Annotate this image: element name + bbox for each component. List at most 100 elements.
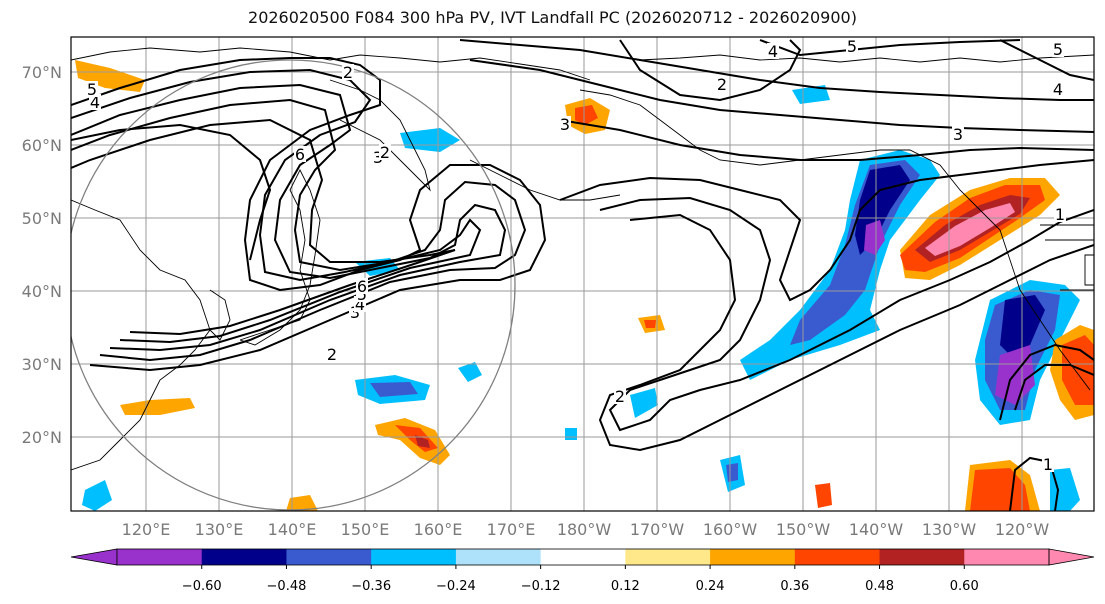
- contour-label-bg: [379, 144, 391, 160]
- contour-label: 1: [1055, 205, 1065, 224]
- contour-label-bg: [767, 43, 779, 59]
- contour-label: 2: [717, 75, 727, 94]
- coast-canada-borders: [1040, 224, 1094, 291]
- contour-label-bg: [716, 76, 728, 92]
- colorbar-extend-left: [70, 548, 118, 566]
- contour-label: 3: [350, 303, 360, 322]
- contour-label-bg: [294, 146, 306, 162]
- contour-north-1: [459, 39, 1094, 101]
- lat-label: 60°N: [22, 136, 62, 155]
- negative-anomaly-peak: [864, 220, 885, 255]
- map-title: 2026020500 F084 300 hPa PV, IVT Landfall…: [248, 8, 857, 27]
- landfall-radius-circle: [71, 59, 516, 511]
- colorbar-tick-label: 0.12: [611, 579, 640, 594]
- blob-south-negative-2-core: [726, 463, 738, 482]
- contour-label: 2: [327, 345, 337, 364]
- contour-label: 5: [357, 285, 367, 304]
- contour-west-loop: [71, 123, 272, 261]
- contour-label: 4: [90, 93, 100, 112]
- coast-alaska: [579, 89, 1091, 391]
- colorbar-frame: [116, 548, 1050, 566]
- colorbar-tick-label: 0.36: [780, 579, 809, 594]
- contour-label: 1: [1043, 455, 1053, 474]
- blob-siberia-positive: [75, 60, 145, 92]
- lon-label: 160°E: [414, 520, 463, 539]
- contour-sw-low: [999, 343, 1094, 421]
- colorbar-tick-label: −0.36: [351, 579, 391, 594]
- blob-south-positive: [286, 495, 318, 511]
- colorbar-segment: [879, 549, 965, 565]
- contour-jet-5: [71, 118, 456, 336]
- blob-philippines-positive: [120, 398, 195, 415]
- contour-label: 6: [357, 277, 367, 296]
- contour-label: 2: [615, 387, 625, 406]
- lon-label: 180°W: [557, 520, 612, 539]
- blob-dateline-positive-core: [644, 320, 656, 328]
- coast-kamchatka: [329, 79, 431, 192]
- lat-label: 20°N: [22, 428, 62, 447]
- lon-label: 150°E: [341, 520, 390, 539]
- lon-label: 170°W: [630, 520, 685, 539]
- contour-pacific-1: [559, 159, 1094, 302]
- contour-label: 6: [295, 145, 305, 164]
- contour-label-bg: [86, 81, 98, 97]
- blob-hawaii-negative: [458, 362, 482, 382]
- colorbar-tick-label: 0.60: [950, 579, 979, 594]
- contour-label: 5: [847, 37, 857, 56]
- colorbar-segment: [625, 549, 711, 565]
- colorbar-tick-label: −0.24: [436, 579, 476, 594]
- ivt-shading: [75, 60, 1094, 511]
- contour-arctic-1: [759, 39, 1021, 57]
- contour-pacific-2: [599, 196, 1094, 432]
- sw-positive-core: [1062, 335, 1094, 405]
- lat-label: 40°N: [22, 282, 62, 301]
- contour-arctic-2: [999, 39, 1094, 81]
- colorbar: −0.60 −0.48 −0.36 −0.24 −0.12 0.12 0.24 0.36 0.4…: [70, 548, 1095, 594]
- contour-label: 3: [560, 115, 570, 134]
- contour-label: 2: [343, 63, 353, 82]
- lon-label: 140°W: [849, 520, 904, 539]
- contour-label-bg: [1052, 81, 1064, 97]
- contour-pacific-3: [598, 213, 1094, 452]
- lat-label: 50°N: [22, 209, 62, 228]
- contour-label: 2: [380, 143, 390, 162]
- pv-contours: [71, 39, 1094, 511]
- contour-label: 5: [87, 80, 97, 99]
- contour-label-bg: [356, 278, 368, 294]
- contour-label: 3: [373, 148, 383, 167]
- contour-label-bg: [342, 64, 354, 80]
- map-border: [70, 36, 1095, 512]
- contour-jet-2: [71, 68, 527, 362]
- colorbar-segment: [117, 549, 203, 565]
- blob-small-negative: [565, 428, 577, 440]
- lon-label: 140°E: [268, 520, 317, 539]
- colorbar-tick-label: 0.48: [865, 579, 894, 594]
- contour-jet-4: [71, 98, 482, 344]
- colorbar-segment: [371, 549, 457, 565]
- lat-label: 70°N: [22, 63, 62, 82]
- colorbar-segment: [794, 549, 881, 565]
- lon-label: 130°W: [922, 520, 977, 539]
- contour-label-bg: [1052, 41, 1064, 57]
- contour-label-bg: [326, 346, 338, 362]
- contour-se-closed: [1009, 456, 1060, 511]
- se-positive-core: [970, 468, 1030, 511]
- contour-label: 4: [355, 295, 365, 314]
- lon-label: 120°E: [122, 520, 171, 539]
- contour-north-2: [469, 59, 1094, 133]
- colorbar-tick-label: 0.24: [696, 579, 725, 594]
- lon-label: 120°W: [995, 520, 1050, 539]
- blob-bering-core: [575, 105, 598, 125]
- contour-label-bg: [559, 116, 571, 132]
- colorbar-extend-right: [1048, 548, 1095, 566]
- blob-south-negative-1: [82, 480, 112, 511]
- colorbar-tick-label: −0.60: [182, 579, 222, 594]
- blob-pacific-positive-1-max: [415, 435, 430, 448]
- colorbar-segment: [964, 549, 1050, 565]
- contour-label: 3: [953, 125, 963, 144]
- contour-label-bg: [1054, 206, 1066, 222]
- contour-label-bg: [614, 388, 626, 404]
- coast-aleutians: [469, 159, 621, 201]
